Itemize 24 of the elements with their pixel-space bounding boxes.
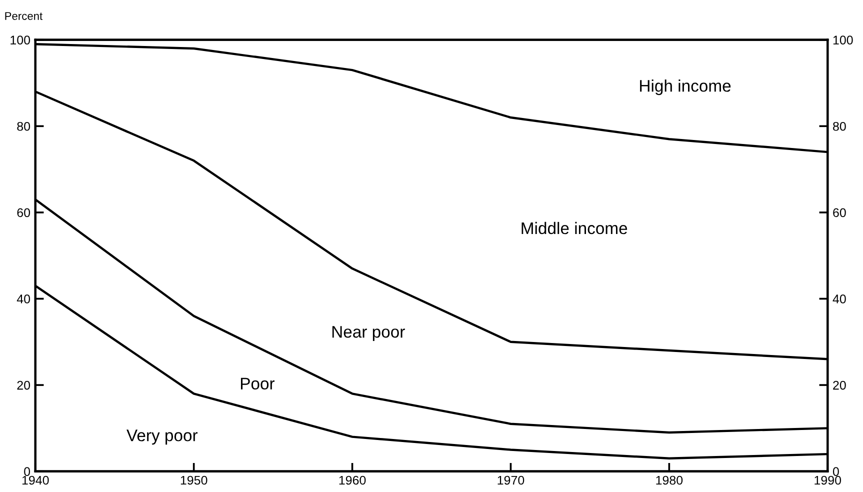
x-tick-label: 1970 (498, 476, 524, 485)
x-tick-label: 1950 (180, 476, 208, 485)
x-tick-label: 1960 (339, 476, 366, 485)
annotation: Middle income (522, 222, 628, 234)
y-tick-label: 40 (16, 294, 30, 304)
annotation: Poor (240, 378, 275, 390)
y-tick-label: 20 (17, 380, 30, 390)
y2-tick-label: 100 (833, 36, 853, 45)
y-tick-label: 0 (24, 467, 30, 476)
y-axis-title: Percent (5, 12, 43, 20)
x-tick-label: 1980 (656, 476, 683, 485)
annotation: Near poor (332, 326, 405, 342)
y2-tick-label: 20 (833, 380, 846, 390)
y-tick-label: 100 (10, 36, 30, 45)
annotation: Very poor (126, 430, 198, 445)
y2-tick-label: 0 (832, 467, 839, 476)
y-tick-label: 80 (17, 122, 30, 131)
y2-tick-label: 80 (833, 122, 846, 131)
x-tick-label: 1990 (814, 476, 842, 485)
y2-tick-label: 60 (833, 208, 846, 218)
y-tick-label: 60 (17, 208, 30, 218)
y2-tick-label: 40 (832, 294, 846, 304)
annotation: High income (640, 80, 731, 96)
x-tick-label: 1940 (22, 476, 49, 485)
